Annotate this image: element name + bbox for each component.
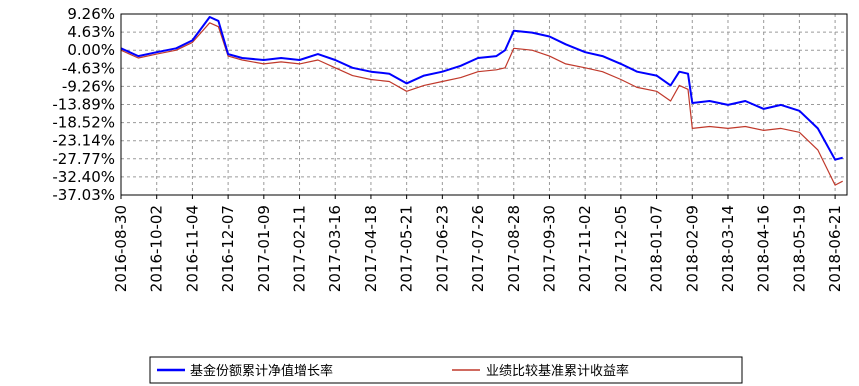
x-tick-label: 2018-01-07 xyxy=(648,205,666,292)
x-tick-labels: 2016-08-30 2016-10-02 2016-11-04 2016-12-07… xyxy=(112,205,844,292)
plot-frame xyxy=(120,13,848,196)
x-tick-label: 2018-02-09 xyxy=(683,205,701,292)
x-tick-label: 2018-03-14 xyxy=(719,205,737,292)
x-tick-label: 2018-04-16 xyxy=(755,205,773,292)
legend: 基金份额累计净值增长率 业绩比较基准累计收益率 xyxy=(149,356,743,384)
x-tick-label: 2017-01-09 xyxy=(255,205,273,292)
legend-label: 业绩比较基准累计收益率 xyxy=(486,363,629,379)
y-tick-label: -13.89% xyxy=(52,96,115,114)
y-tick-labels: 9.26%4.63%0.00%-4.63%-9.26%-13.89%-18.52… xyxy=(52,5,115,204)
x-tick-label: 2017-03-16 xyxy=(326,205,344,292)
x-tick-label: 2016-08-30 xyxy=(112,205,130,292)
x-tick-label: 2016-12-07 xyxy=(219,205,237,292)
x-tick-label: 2018-06-21 xyxy=(826,205,844,292)
series-layer xyxy=(120,16,843,186)
x-tick-label: 2017-04-18 xyxy=(362,205,380,292)
x-tick-label: 2016-11-04 xyxy=(183,205,201,292)
legend-label: 基金份额累计净值增长率 xyxy=(190,363,333,379)
y-tick-label: -27.77% xyxy=(52,150,115,168)
x-tick-label: 2017-12-05 xyxy=(612,205,630,292)
x-tick-label: 2017-05-21 xyxy=(398,205,416,292)
legend-box xyxy=(149,356,743,384)
y-tick-label: -4.63% xyxy=(62,59,115,77)
series-line xyxy=(120,16,843,161)
series-line xyxy=(120,22,843,186)
x-tick-label: 2017-09-30 xyxy=(540,205,558,292)
x-tick-label: 2017-08-28 xyxy=(505,205,523,292)
y-tick-label: -37.03% xyxy=(52,186,115,204)
x-tick-label: 2017-11-02 xyxy=(576,205,594,292)
axis-layer xyxy=(120,13,848,199)
y-tick-label: 9.26% xyxy=(67,5,115,23)
x-tick-label: 2017-02-11 xyxy=(291,205,309,292)
y-tick-label: -23.14% xyxy=(52,132,115,150)
x-tick-label: 2016-10-02 xyxy=(148,205,166,292)
y-tick-label: -9.26% xyxy=(62,77,115,95)
y-tick-label: -32.40% xyxy=(52,168,115,186)
y-tick-label: 4.63% xyxy=(67,23,115,41)
x-tick-label: 2017-07-26 xyxy=(469,205,487,292)
y-tick-label: 0.00% xyxy=(67,41,115,59)
y-tick-label: -18.52% xyxy=(52,114,115,132)
grid-layer xyxy=(120,13,847,196)
x-tick-label: 2017-06-23 xyxy=(433,205,451,292)
x-tick-label: 2018-05-19 xyxy=(790,205,808,292)
